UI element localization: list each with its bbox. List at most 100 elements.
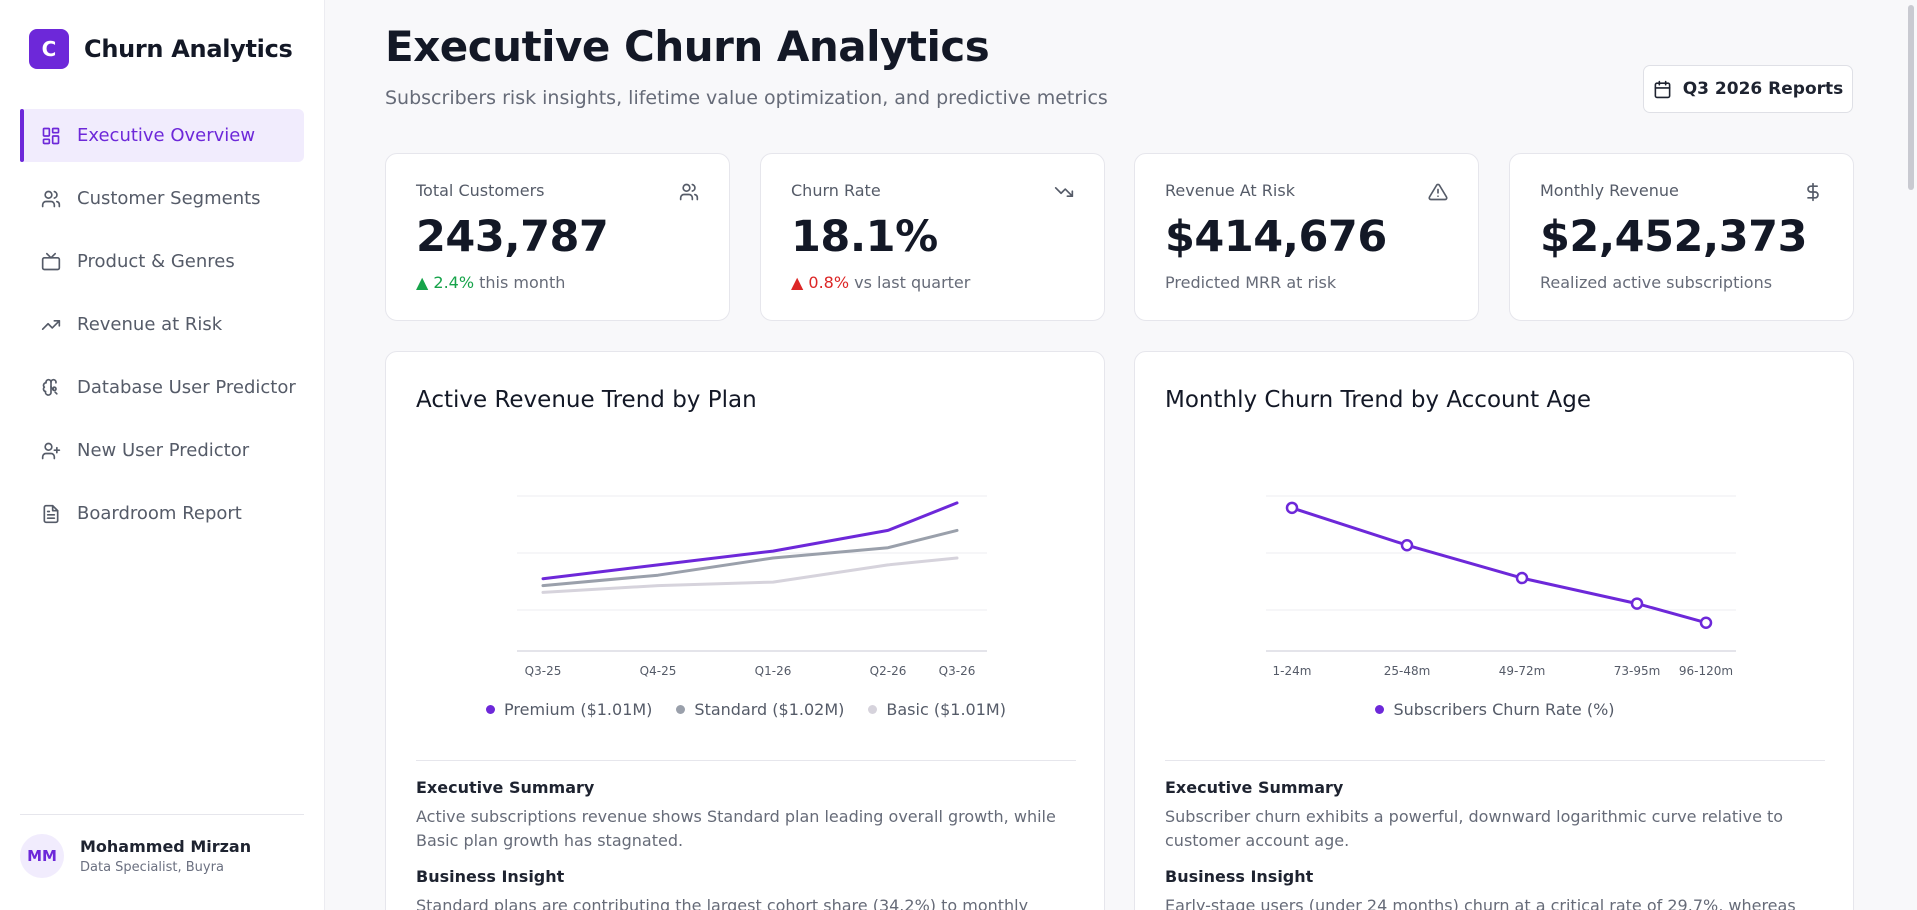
- legend-item[interactable]: Standard ($1.02M): [676, 700, 844, 719]
- sidebar-nav: Executive Overview Customer Segments Pro…: [20, 109, 304, 550]
- executive-summary-text: Active subscriptions revenue shows Stand…: [416, 807, 1056, 850]
- stat-card-total-customers: Total Customers 243,787 ▲ 2.4% this mont…: [385, 153, 730, 321]
- sidebar-item-label: Executive Overview: [77, 125, 256, 146]
- series-line-1: [541, 528, 959, 588]
- user-plus-icon: [40, 440, 62, 462]
- x-tick-label: Q2-26: [870, 664, 907, 678]
- stat-delta: ▲ 0.8%: [791, 273, 850, 292]
- business-insight-text: Early-stage users (under 24 months) chur…: [1165, 896, 1796, 910]
- x-tick-label: Q3-25: [525, 664, 562, 678]
- business-insight-text: Standard plans are contributing the larg…: [416, 896, 1029, 910]
- sidebar-item-label: Database User Predictor: [77, 377, 296, 398]
- dashboard-icon: [40, 125, 62, 147]
- page-subtitle: Subscribers risk insights, lifetime valu…: [385, 87, 1108, 109]
- data-point: [1285, 501, 1299, 515]
- legend-item[interactable]: Basic ($1.01M): [868, 700, 1006, 719]
- stat-label: Monthly Revenue: [1540, 181, 1679, 200]
- brand[interactable]: C Churn Analytics: [29, 29, 293, 69]
- sidebar-item-label: New User Predictor: [77, 440, 250, 461]
- tv-icon: [40, 251, 62, 273]
- sidebar-item-label: Boardroom Report: [77, 503, 242, 524]
- sidebar-item-product-genres[interactable]: Product & Genres: [20, 235, 304, 288]
- sidebar-item-new-user-predictor[interactable]: New User Predictor: [20, 424, 304, 477]
- report-button-label: Q3 2026 Reports: [1682, 79, 1844, 99]
- stat-label: Churn Rate: [791, 181, 881, 200]
- churn-by-age-chart: 1-24m 25-48m 49-72m 73-95m 96-120m: [1266, 495, 1736, 678]
- sidebar-item-label: Product & Genres: [77, 251, 235, 272]
- sidebar-item-customer-segments[interactable]: Customer Segments: [20, 172, 304, 225]
- data-point: [1400, 538, 1414, 552]
- avatar: MM: [20, 834, 64, 878]
- sidebar-item-label: Revenue at Risk: [77, 314, 223, 335]
- legend-swatch: [868, 705, 878, 714]
- trending-down-icon: [1054, 182, 1074, 202]
- sidebar: C Churn Analytics Executive Overview Cus…: [0, 0, 325, 910]
- legend-label: Premium ($1.01M): [504, 700, 653, 719]
- stat-value: 18.1%: [791, 212, 938, 262]
- stat-label: Revenue At Risk: [1165, 181, 1295, 200]
- sidebar-item-boardroom-report[interactable]: Boardroom Report: [20, 487, 304, 540]
- stat-foot: Predicted MRR at risk: [1165, 273, 1337, 292]
- data-point: [1630, 597, 1644, 610]
- brand-logo: C: [29, 29, 69, 69]
- chart-legend: Subscribers Churn Rate (%): [1165, 700, 1825, 719]
- legend-label: Basic ($1.01M): [886, 700, 1006, 719]
- chart-card-churn-by-age: Monthly Churn Trend by Account Age 1-24m…: [1134, 351, 1854, 910]
- file-text-icon: [40, 503, 62, 525]
- sidebar-item-executive-overview[interactable]: Executive Overview: [20, 109, 304, 162]
- x-tick-label: Q3-26: [939, 664, 976, 678]
- legend-label: Standard ($1.02M): [694, 700, 845, 719]
- user-profile[interactable]: MM Mohammed Mirzan Data Specialist, Buyr…: [20, 834, 251, 878]
- page-title: Executive Churn Analytics: [385, 22, 990, 71]
- data-point: [1515, 571, 1529, 585]
- chart-title: Monthly Churn Trend by Account Age: [1165, 387, 1591, 413]
- stat-foot: ▲ 2.4% this month: [416, 273, 565, 292]
- legend-item[interactable]: Subscribers Churn Rate (%): [1375, 700, 1615, 719]
- series-line-0: [541, 501, 959, 581]
- page-scrollbar[interactable]: [1905, 0, 1917, 910]
- users-icon: [679, 182, 699, 202]
- stat-foot-text: vs last quarter: [854, 273, 971, 292]
- alert-triangle-icon: [1428, 182, 1448, 202]
- x-tick-label: 1-24m: [1273, 664, 1312, 678]
- stat-value: $414,676: [1165, 212, 1387, 262]
- x-tick-label: 49-72m: [1499, 664, 1546, 678]
- sidebar-divider: [20, 814, 304, 815]
- stat-foot: Realized active subscriptions: [1540, 273, 1773, 292]
- stat-foot: ▲ 0.8% vs last quarter: [791, 273, 970, 292]
- sidebar-item-revenue-at-risk[interactable]: Revenue at Risk: [20, 298, 304, 351]
- card-divider: [1165, 760, 1825, 761]
- x-tick-label: Q1-26: [755, 664, 792, 678]
- legend-label: Subscribers Churn Rate (%): [1393, 700, 1615, 719]
- dollar-icon: [1803, 182, 1823, 202]
- sidebar-item-database-user-predictor[interactable]: Database User Predictor: [20, 361, 304, 414]
- data-point: [1699, 616, 1713, 629]
- users-icon: [40, 188, 62, 210]
- stat-value: 243,787: [416, 212, 609, 262]
- stat-label: Total Customers: [416, 181, 545, 200]
- executive-summary-heading: Executive Summary: [1165, 778, 1344, 797]
- x-tick-label: 96-120m: [1679, 664, 1733, 678]
- calendar-icon: [1653, 80, 1672, 99]
- revenue-trend-chart: Q3-25 Q4-25 Q1-26 Q2-26 Q3-26: [517, 495, 987, 678]
- stat-foot-text: this month: [479, 273, 566, 292]
- legend-swatch: [486, 705, 496, 714]
- stat-card-monthly-revenue: Monthly Revenue $2,452,373 Realized acti…: [1509, 153, 1854, 321]
- chart-legend: Premium ($1.01M) Standard ($1.02M) Basic (…: [416, 700, 1076, 719]
- x-tick-label: 73-95m: [1614, 664, 1661, 678]
- chart-title: Active Revenue Trend by Plan: [416, 387, 757, 413]
- trending-up-icon: [40, 314, 62, 336]
- sidebar-item-label: Customer Segments: [77, 188, 261, 209]
- business-insight-heading: Business Insight: [416, 867, 565, 886]
- q3-reports-button[interactable]: Q3 2026 Reports: [1643, 65, 1853, 113]
- brain-icon: [40, 377, 62, 399]
- brand-name: Churn Analytics: [84, 35, 293, 63]
- chart-card-revenue-trend: Active Revenue Trend by Plan Q3-25 Q4-25 Q…: [385, 351, 1105, 910]
- user-meta: Mohammed Mirzan Data Specialist, Buyra: [80, 837, 251, 875]
- business-insight-heading: Business Insight: [1165, 867, 1314, 886]
- series-line-0: [1290, 506, 1708, 625]
- user-name: Mohammed Mirzan: [80, 837, 252, 856]
- scrollbar-thumb[interactable]: [1908, 5, 1914, 190]
- legend-item[interactable]: Premium ($1.01M): [486, 700, 652, 719]
- legend-swatch: [1375, 705, 1385, 714]
